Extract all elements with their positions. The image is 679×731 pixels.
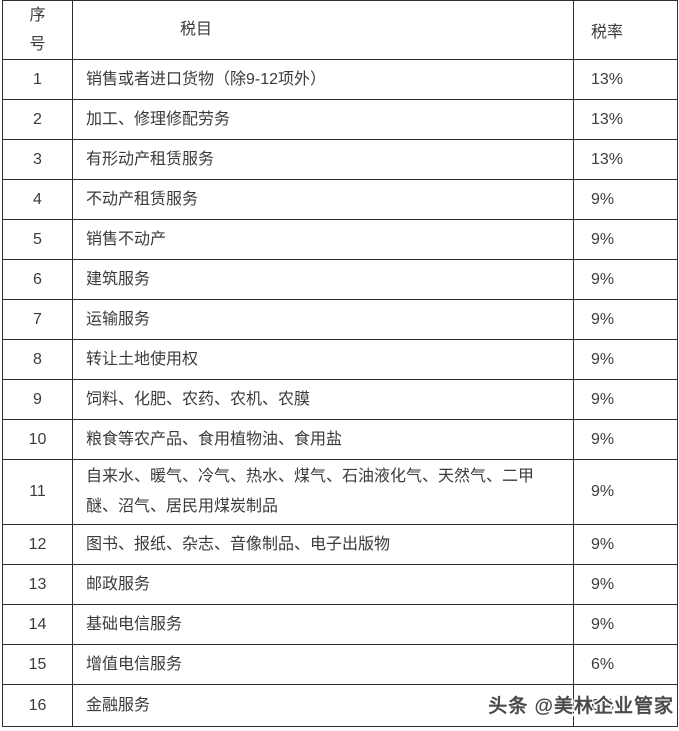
row-tax-rate: 6% (573, 644, 678, 685)
row-tax-item: 粮食等农产品、食用植物油、食用盐 (72, 419, 574, 460)
table-row: 9 饲料、化肥、农药、农机、农膜 9% (2, 379, 678, 420)
row-index: 3 (2, 139, 73, 180)
row-tax-item: 邮政服务 (72, 564, 574, 605)
row-index: 16 (2, 684, 73, 727)
row-tax-item: 自来水、暖气、冷气、热水、煤气、石油液化气、天然气、二甲醚、沼气、居民用煤炭制品 (72, 459, 574, 525)
row-tax-rate: 9% (573, 339, 678, 380)
row-index: 14 (2, 604, 73, 645)
table-row: 14 基础电信服务 9% (2, 604, 678, 645)
row-tax-item: 建筑服务 (72, 259, 574, 300)
row-tax-rate: 13% (573, 139, 678, 180)
table-row: 15 增值电信服务 6% (2, 644, 678, 685)
table-row: 1 销售或者进口货物（除9-12项外） 13% (2, 59, 678, 100)
table-row: 8 转让土地使用权 9% (2, 339, 678, 380)
row-tax-item: 有形动产租赁服务 (72, 139, 574, 180)
row-index: 8 (2, 339, 73, 380)
row-index: 1 (2, 59, 73, 100)
toutiao-watermark: 头条 @美林企业管家 (488, 696, 674, 717)
row-tax-rate: 9% (573, 179, 678, 220)
row-tax-rate: 9% (573, 259, 678, 300)
table-row: 5 销售不动产 9% (2, 219, 678, 260)
table-row: 11 自来水、暖气、冷气、热水、煤气、石油液化气、天然气、二甲醚、沼气、居民用煤… (2, 459, 678, 525)
row-tax-item: 运输服务 (72, 299, 574, 340)
row-index: 2 (2, 99, 73, 140)
table-row: 10 粮食等农产品、食用植物油、食用盐 9% (2, 419, 678, 460)
table-row: 3 有形动产租赁服务 13% (2, 139, 678, 180)
table-row: 2 加工、修理修配劳务 13% (2, 99, 678, 140)
row-index: 5 (2, 219, 73, 260)
row-tax-rate: 9% (573, 564, 678, 605)
row-tax-item: 金融服务 (72, 684, 574, 727)
header-cell-tax-item: 税目 (72, 0, 574, 60)
header-cell-index: 序号 (2, 0, 73, 60)
row-index: 6 (2, 259, 73, 300)
row-tax-item: 销售不动产 (72, 219, 574, 260)
row-tax-rate: 9% (573, 604, 678, 645)
table-row: 12 图书、报纸、杂志、音像制品、电子出版物 9% (2, 524, 678, 565)
row-tax-rate: 13% (573, 59, 678, 100)
row-index: 10 (2, 419, 73, 460)
row-index: 11 (2, 459, 73, 525)
row-tax-rate: 9% (573, 524, 678, 565)
table-row: 13 邮政服务 9% (2, 564, 678, 605)
row-tax-rate: 9% (573, 419, 678, 460)
row-tax-item: 销售或者进口货物（除9-12项外） (72, 59, 574, 100)
row-index: 13 (2, 564, 73, 605)
table-row: 4 不动产租赁服务 9% (2, 179, 678, 220)
row-tax-item: 不动产租赁服务 (72, 179, 574, 220)
row-index: 4 (2, 179, 73, 220)
table-row: 6 建筑服务 9% (2, 259, 678, 300)
row-tax-item: 转让土地使用权 (72, 339, 574, 380)
row-tax-rate: 9% (573, 219, 678, 260)
row-tax-item: 增值电信服务 (72, 644, 574, 685)
table-row: 7 运输服务 9% (2, 299, 678, 340)
row-index: 12 (2, 524, 73, 565)
table-row: 16 金融服务 6% (2, 684, 678, 727)
row-tax-item: 加工、修理修配劳务 (72, 99, 574, 140)
row-tax-item: 饲料、化肥、农药、农机、农膜 (72, 379, 574, 420)
row-tax-rate: 6% (573, 684, 678, 727)
row-tax-rate: 13% (573, 99, 678, 140)
header-row: 序号 税目 税率 (2, 0, 678, 60)
row-tax-rate: 9% (573, 379, 678, 420)
row-index: 7 (2, 299, 73, 340)
row-tax-rate: 9% (573, 459, 678, 525)
row-index: 15 (2, 644, 73, 685)
row-tax-rate: 9% (573, 299, 678, 340)
row-tax-item: 基础电信服务 (72, 604, 574, 645)
header-index-label: 序号 (29, 7, 46, 53)
row-index: 9 (2, 379, 73, 420)
row-tax-item: 图书、报纸、杂志、音像制品、电子出版物 (72, 524, 574, 565)
header-cell-tax-rate: 税率 (573, 0, 678, 60)
